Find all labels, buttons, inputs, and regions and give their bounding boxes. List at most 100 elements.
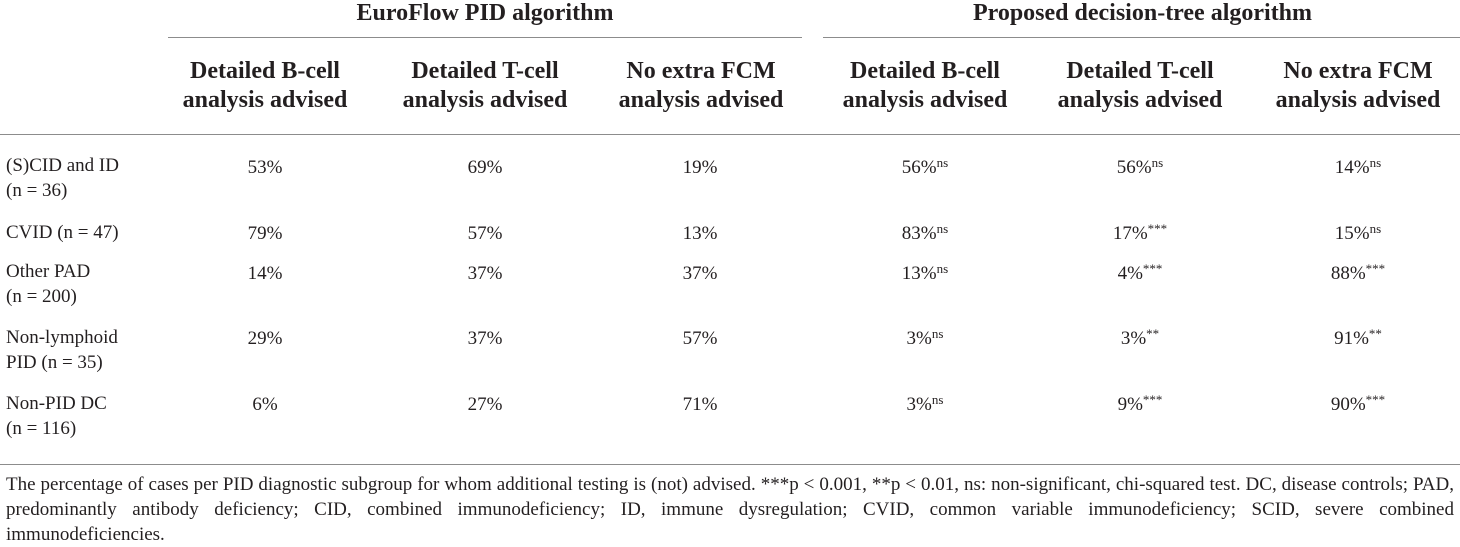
group-header-proposed: Proposed decision-tree algorithm	[972, 0, 1313, 26]
table-footnote: The percentage of cases per PID diagnost…	[6, 474, 1454, 545]
table-cell: 83%ns	[825, 221, 1025, 246]
column-header-line2: analysis advised	[842, 87, 1008, 113]
cell-value: 83%	[901, 223, 937, 244]
table-cell: 14%ns	[1258, 155, 1458, 180]
row-label-line1: Non-PID DC	[6, 393, 107, 414]
row-label: Non-PID DC (n = 116)	[6, 391, 107, 441]
table-cell: 27%	[385, 392, 585, 417]
table-cell: 71%	[600, 392, 800, 417]
table-cell: 17%***	[1040, 221, 1240, 246]
cell-value: 79%	[247, 223, 283, 244]
significance-marker: ns	[931, 326, 944, 341]
cell-value: 37%	[467, 263, 503, 284]
column-header-line2: analysis advised	[618, 87, 784, 113]
significance-marker: ns	[936, 221, 949, 236]
significance-marker: ***	[1365, 392, 1386, 407]
column-header-line1: No extra FCM	[626, 58, 776, 84]
column-header: No extra FCM analysis advised	[1253, 57, 1460, 115]
cell-value: 69%	[467, 157, 503, 178]
table-cell: 3%ns	[825, 326, 1025, 351]
row-label-line2: (n = 116)	[6, 418, 77, 439]
cell-value: 37%	[682, 263, 718, 284]
column-header-line2: analysis advised	[402, 87, 568, 113]
significance-marker: **	[1368, 326, 1382, 341]
group-rule-proposed	[823, 37, 1460, 38]
column-header: Detailed T-cell analysis advised	[1040, 57, 1240, 115]
table-cell: 56%ns	[825, 155, 1025, 180]
row-label: (S)CID and ID (n = 36)	[6, 153, 119, 203]
cell-value: 14%	[247, 263, 283, 284]
significance-marker: ns	[936, 261, 949, 276]
column-header: Detailed T-cell analysis advised	[385, 57, 585, 115]
row-label: Other PAD (n = 200)	[6, 259, 90, 309]
cell-value: 53%	[247, 157, 283, 178]
cell-value: 3%	[1120, 328, 1147, 349]
table-cell: 91%**	[1258, 326, 1458, 351]
cell-value: 15%	[1334, 223, 1370, 244]
column-header-line1: Detailed T-cell	[411, 58, 559, 84]
column-header-line1: Detailed T-cell	[1066, 58, 1214, 84]
table-cell: 56%ns	[1040, 155, 1240, 180]
table-cell: 15%ns	[1258, 221, 1458, 246]
cell-value: 91%	[1334, 328, 1369, 349]
table-cell: 3%**	[1040, 326, 1240, 351]
cell-value: 90%	[1330, 394, 1366, 415]
table-cell: 90%***	[1258, 392, 1458, 417]
cell-value: 71%	[682, 394, 718, 415]
significance-marker: ***	[1142, 392, 1163, 407]
cell-value: 13%	[901, 263, 937, 284]
group-rule-euroflow	[168, 37, 802, 38]
header-bottom-rule	[0, 134, 1460, 135]
cell-value: 56%	[901, 157, 937, 178]
column-header: Detailed B-cell analysis advised	[825, 57, 1025, 115]
table-cell: 9%***	[1040, 392, 1240, 417]
significance-marker: **	[1146, 326, 1160, 341]
table-cell: 37%	[385, 261, 585, 286]
row-label-line1: CVID (n = 47)	[6, 222, 119, 243]
significance-marker: ***	[1147, 221, 1168, 236]
cell-value: 6%	[252, 394, 278, 415]
table-cell: 79%	[165, 221, 365, 246]
significance-marker: ns	[1369, 221, 1382, 236]
cell-value: 13%	[682, 223, 718, 244]
table-cell: 57%	[600, 326, 800, 351]
cell-value: 56%	[1116, 157, 1152, 178]
cell-value: 3%	[906, 328, 932, 349]
row-label-line1: (S)CID and ID	[6, 155, 119, 176]
significance-marker: ***	[1142, 261, 1163, 276]
cell-value: 19%	[682, 157, 718, 178]
table-cell: 6%	[165, 392, 365, 417]
row-label-line1: Non-lymphoid	[6, 327, 118, 348]
cell-value: 9%	[1117, 394, 1143, 415]
row-label-line2: PID (n = 35)	[6, 352, 103, 373]
column-header-line2: analysis advised	[1275, 87, 1441, 113]
cell-value: 14%	[1334, 157, 1370, 178]
table-cell: 88%***	[1258, 261, 1458, 286]
cell-value: 57%	[682, 328, 718, 349]
table-cell: 3%ns	[825, 392, 1025, 417]
table-cell: 13%ns	[825, 261, 1025, 286]
row-label-line1: Other PAD	[6, 261, 91, 282]
cell-value: 57%	[467, 223, 503, 244]
table-bottom-rule	[0, 464, 1460, 465]
column-header: Detailed B-cell analysis advised	[165, 57, 365, 115]
table-cell: 29%	[165, 326, 365, 351]
cell-value: 88%	[1330, 263, 1366, 284]
column-header-line2: analysis advised	[1057, 87, 1223, 113]
column-header: No extra FCM analysis advised	[596, 57, 806, 115]
table-cell: 37%	[600, 261, 800, 286]
significance-marker: ns	[1369, 155, 1382, 170]
table-cell: 57%	[385, 221, 585, 246]
significance-marker: ns	[936, 155, 949, 170]
cell-value: 37%	[467, 328, 503, 349]
row-label-line2: (n = 36)	[6, 180, 68, 201]
row-label: Non-lymphoid PID (n = 35)	[6, 325, 118, 375]
table-cell: 37%	[385, 326, 585, 351]
table-cell: 19%	[600, 155, 800, 180]
significance-marker: ns	[1151, 155, 1164, 170]
cell-value: 3%	[906, 394, 932, 415]
significance-marker: ***	[1365, 261, 1386, 276]
cell-value: 4%	[1117, 263, 1143, 284]
column-header-line1: Detailed B-cell	[850, 58, 1000, 84]
cell-value: 29%	[247, 328, 283, 349]
